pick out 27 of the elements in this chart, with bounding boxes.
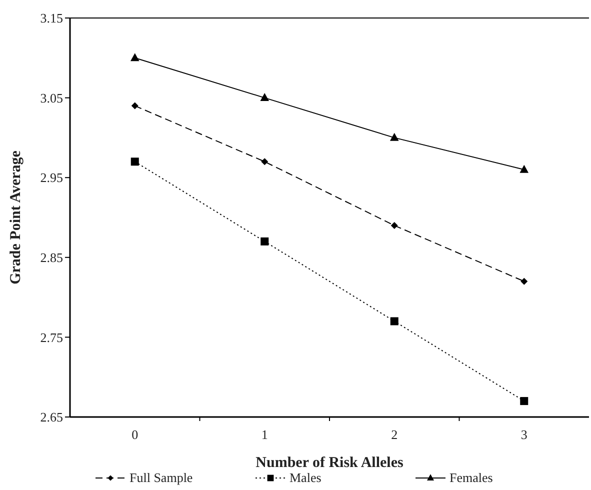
x-tick-label: 3 xyxy=(520,427,528,442)
point xyxy=(131,102,138,110)
point xyxy=(390,132,399,141)
point xyxy=(520,397,528,406)
point xyxy=(260,93,270,101)
x-tick-label: 0 xyxy=(132,427,138,442)
x-axis-title: Number of Risk Alleles xyxy=(256,455,404,471)
y-tick-label: 2.95 xyxy=(40,170,63,186)
point xyxy=(260,237,269,246)
point xyxy=(520,164,529,173)
y-tick-label: 3.15 xyxy=(40,10,63,26)
y-tick-label: 3.05 xyxy=(40,90,63,106)
point xyxy=(390,317,398,326)
x-tick-label: 2 xyxy=(391,427,398,442)
point xyxy=(520,278,528,285)
y-tick-label: 2.75 xyxy=(40,330,63,345)
x-tick-label: 1 xyxy=(261,427,268,442)
legend-label: Females xyxy=(450,470,493,485)
legend-label: Males xyxy=(290,470,322,485)
point xyxy=(130,53,140,62)
legend-label: Full Sample xyxy=(130,470,193,485)
y-tick-label: 2.85 xyxy=(40,250,63,265)
point xyxy=(261,158,268,166)
point xyxy=(130,158,139,166)
y-axis-title: Grade Point Average xyxy=(8,150,24,284)
y-tick-label: 2.65 xyxy=(40,410,63,425)
point xyxy=(390,222,398,229)
